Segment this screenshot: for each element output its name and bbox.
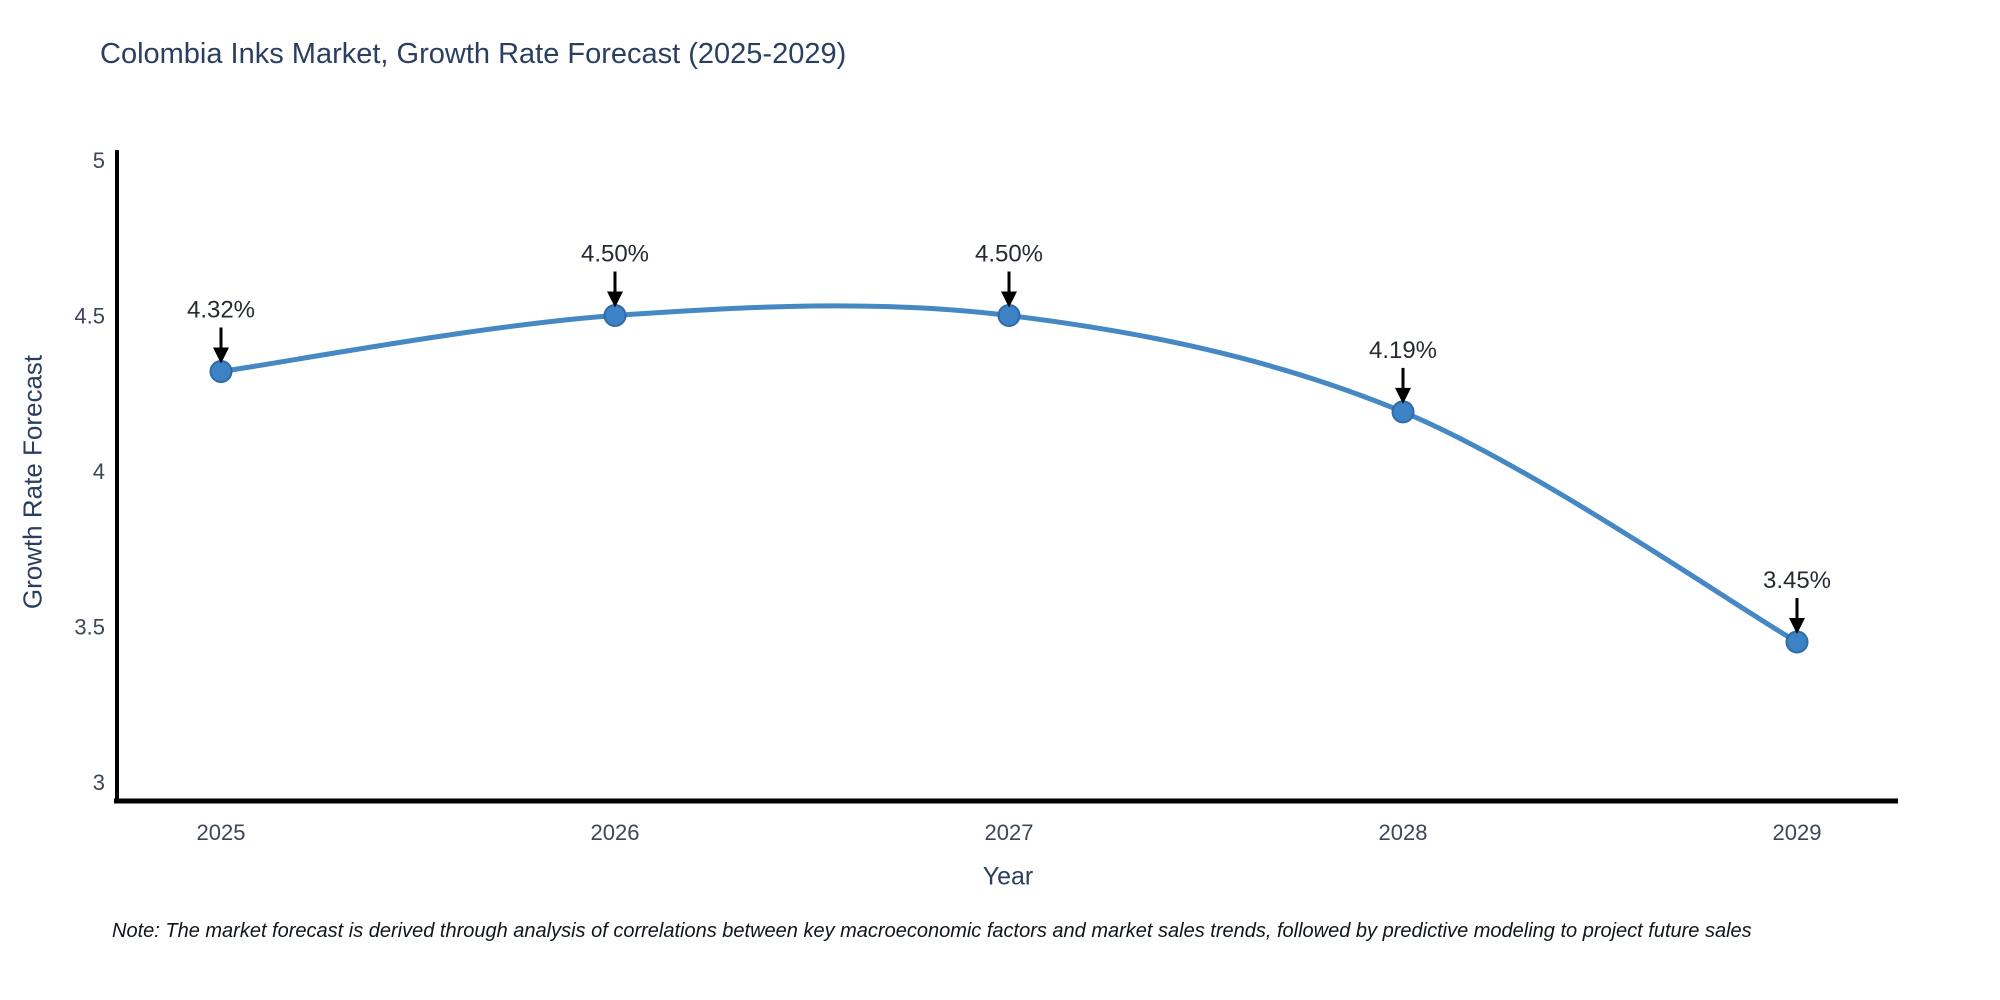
annotation-arrow-head: [1001, 291, 1017, 308]
x-tick-label: 2028: [1379, 820, 1428, 845]
annotation-arrow-head: [213, 347, 229, 364]
y-tick-label: 3: [93, 770, 105, 795]
annotation-arrow-head: [1395, 387, 1411, 404]
y-tick-label: 4: [93, 459, 105, 484]
footnote: Note: The market forecast is derived thr…: [112, 920, 1752, 942]
x-tick-label: 2025: [197, 820, 246, 845]
data-point: [603, 304, 627, 327]
annotation-label: 3.45%: [1763, 567, 1831, 594]
y-tick-label: 4.5: [74, 304, 105, 329]
x-tick-label: 2027: [985, 820, 1034, 845]
data-point: [997, 304, 1021, 327]
chart-title: Colombia Inks Market, Growth Rate Foreca…: [100, 38, 847, 70]
annotation-label: 4.32%: [187, 296, 255, 323]
x-tick-label: 2029: [1773, 820, 1822, 845]
data-point: [1785, 630, 1809, 654]
annotation-label: 4.50%: [975, 241, 1043, 268]
annotation-arrow-head: [1789, 618, 1805, 635]
annotation-label: 4.50%: [581, 241, 649, 268]
data-point: [209, 359, 233, 383]
x-tick-label: 2026: [591, 820, 640, 845]
y-tick-label: 3.5: [74, 615, 105, 640]
y-tick-label: 5: [93, 148, 105, 173]
x-axis-title: Year: [982, 862, 1034, 891]
annotation-arrow-head: [607, 291, 623, 308]
line-series: [218, 303, 1800, 645]
annotation-label: 4.19%: [1369, 337, 1437, 364]
data-point: [1391, 400, 1415, 424]
